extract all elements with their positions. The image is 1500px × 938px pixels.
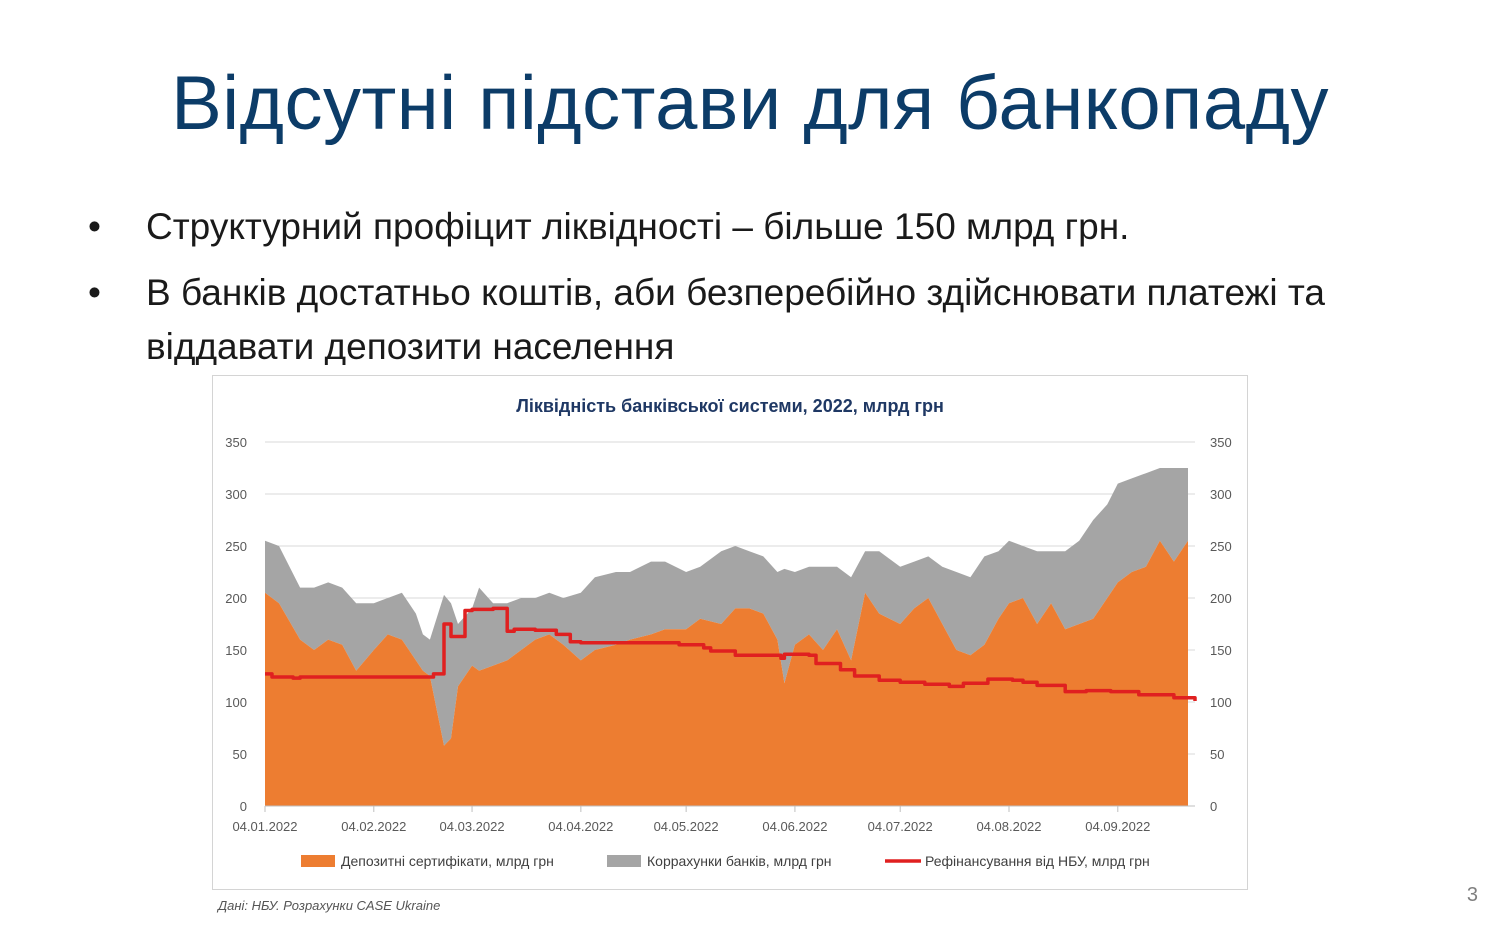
legend: Депозитні сертифікати, млрд грн Коррахунк… bbox=[301, 853, 1150, 869]
series-area-corr-accounts bbox=[265, 468, 1188, 746]
plot-area bbox=[265, 468, 1197, 806]
x-tick-label: 04.06.2022 bbox=[762, 819, 827, 834]
y-tick-label-right: 50 bbox=[1210, 747, 1224, 762]
x-tick-label: 04.01.2022 bbox=[232, 819, 297, 834]
y-tick-label-left: 350 bbox=[225, 435, 247, 450]
legend-swatch bbox=[301, 855, 335, 867]
legend-label: Рефінансування від НБУ, млрд грн bbox=[925, 853, 1150, 869]
chart-svg: Ліквідність банківської системи, 2022, м… bbox=[225, 396, 1231, 869]
series-area-deposit-certificates bbox=[265, 540, 1188, 806]
y-tick-label-left: 250 bbox=[225, 539, 247, 554]
y-tick-label-right: 200 bbox=[1210, 591, 1232, 606]
y-tick-label-left: 150 bbox=[225, 643, 247, 658]
bullet-dot-icon: • bbox=[88, 206, 101, 247]
y-tick-label-left: 50 bbox=[233, 747, 247, 762]
bullet-text: В банків достатньо коштів, аби безперебі… bbox=[146, 272, 1325, 365]
x-tick-label: 04.08.2022 bbox=[976, 819, 1041, 834]
x-tick-label: 04.03.2022 bbox=[440, 819, 505, 834]
y-tick-label-right: 150 bbox=[1210, 643, 1232, 658]
bullet-text: Структурний профіцит ліквідності – більш… bbox=[146, 206, 1130, 247]
chart-title: Ліквідність банківської системи, 2022, м… bbox=[516, 396, 944, 416]
y-tick-label-right: 100 bbox=[1210, 695, 1232, 710]
legend-swatch bbox=[607, 855, 641, 867]
bullet-item: • В банків достатньо коштів, аби безпере… bbox=[88, 266, 1388, 365]
axes: 0 0 50 50 100 100 150 150 200 200 250 250 300 300 350 3… bbox=[225, 435, 1231, 834]
y-tick-label-right: 250 bbox=[1210, 539, 1232, 554]
y-tick-label-right: 350 bbox=[1210, 435, 1232, 450]
bullet-item: • Структурний профіцит ліквідності – біл… bbox=[88, 200, 1388, 254]
y-tick-label-left: 300 bbox=[225, 487, 247, 502]
page-number: 3 bbox=[1466, 884, 1478, 906]
x-tick-label: 04.04.2022 bbox=[548, 819, 613, 834]
y-tick-label-left: 100 bbox=[225, 695, 247, 710]
x-tick-label: 04.09.2022 bbox=[1085, 819, 1150, 834]
y-tick-label-left: 0 bbox=[240, 799, 247, 814]
source-note: Дані: НБУ. Розрахунки CASE Ukraine bbox=[218, 898, 441, 913]
y-tick-label-left: 200 bbox=[225, 591, 247, 606]
slide-title: Відсутні підстави для банкопаду bbox=[171, 61, 1329, 146]
y-tick-label-right: 0 bbox=[1210, 799, 1217, 814]
x-tick-label: 04.02.2022 bbox=[341, 819, 406, 834]
bullet-dot-icon: • bbox=[88, 272, 101, 313]
liquidity-chart: Ліквідність банківської системи, 2022, м… bbox=[212, 375, 1248, 890]
x-tick-label: 04.07.2022 bbox=[868, 819, 933, 834]
bullet-list: • Структурний профіцит ліквідності – біл… bbox=[88, 200, 1388, 365]
legend-label: Коррахунки банків, млрд грн bbox=[647, 853, 831, 869]
legend-label: Депозитні сертифікати, млрд грн bbox=[341, 853, 554, 869]
x-tick-label: 04.05.2022 bbox=[654, 819, 719, 834]
series-line-nbu-refinancing bbox=[265, 606, 1197, 701]
y-tick-label-right: 300 bbox=[1210, 487, 1232, 502]
